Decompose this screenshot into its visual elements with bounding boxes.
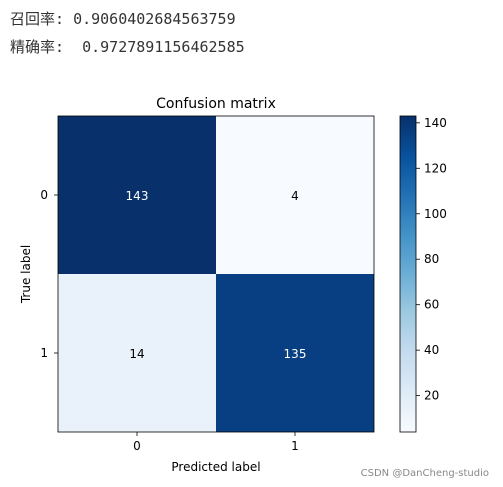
colorbar-tick-label: 40: [424, 343, 439, 357]
colorbar-tick-label: 100: [424, 207, 447, 221]
recall-label: 召回率:: [10, 10, 65, 28]
precision-label: 精确率:: [10, 38, 65, 56]
colorbar-tick-label: 80: [424, 252, 439, 266]
axis-ticks: 0 1 0 1: [40, 188, 298, 453]
x-tick-label: 0: [133, 439, 141, 453]
x-axis-label: Predicted label: [171, 460, 260, 474]
heatmap-cell: [216, 116, 374, 274]
y-axis-label: True label: [19, 245, 33, 304]
recall-output-line: 召回率: 0.9060402684563759: [10, 8, 236, 29]
heatmap-cell: [58, 274, 216, 432]
watermark: CSDN @DanCheng-studio: [360, 468, 489, 479]
colorbar-gradient: [399, 115, 417, 433]
precision-output-line: 精确率: 0.9727891156462585: [10, 36, 245, 57]
colorbar-tick-label: 140: [424, 116, 447, 130]
cell-value-label: 143: [126, 189, 149, 203]
colorbar-tick-label: 60: [424, 298, 439, 312]
chart-title: Confusion matrix: [156, 96, 276, 112]
cell-value-label: 4: [291, 189, 299, 203]
recall-value: 0.9060402684563759: [73, 10, 236, 28]
x-tick-label: 1: [291, 439, 299, 453]
colorbar-tick-label: 20: [424, 389, 439, 403]
plot-frame: [57, 115, 375, 433]
y-tick-label: 0: [40, 188, 48, 202]
precision-value: 0.9727891156462585: [82, 38, 245, 56]
heatmap-cell: [216, 274, 374, 432]
y-tick-label: 1: [40, 346, 48, 360]
heatmap-cells: 143 4 14 135: [57, 115, 375, 433]
heatmap-cell: [58, 116, 216, 274]
colorbar-tick-label: 120: [424, 161, 447, 175]
cell-value-label: 14: [129, 347, 144, 361]
cell-value-label: 135: [284, 347, 307, 361]
colorbar: 20 40 60 80 100 120 140: [399, 115, 447, 433]
